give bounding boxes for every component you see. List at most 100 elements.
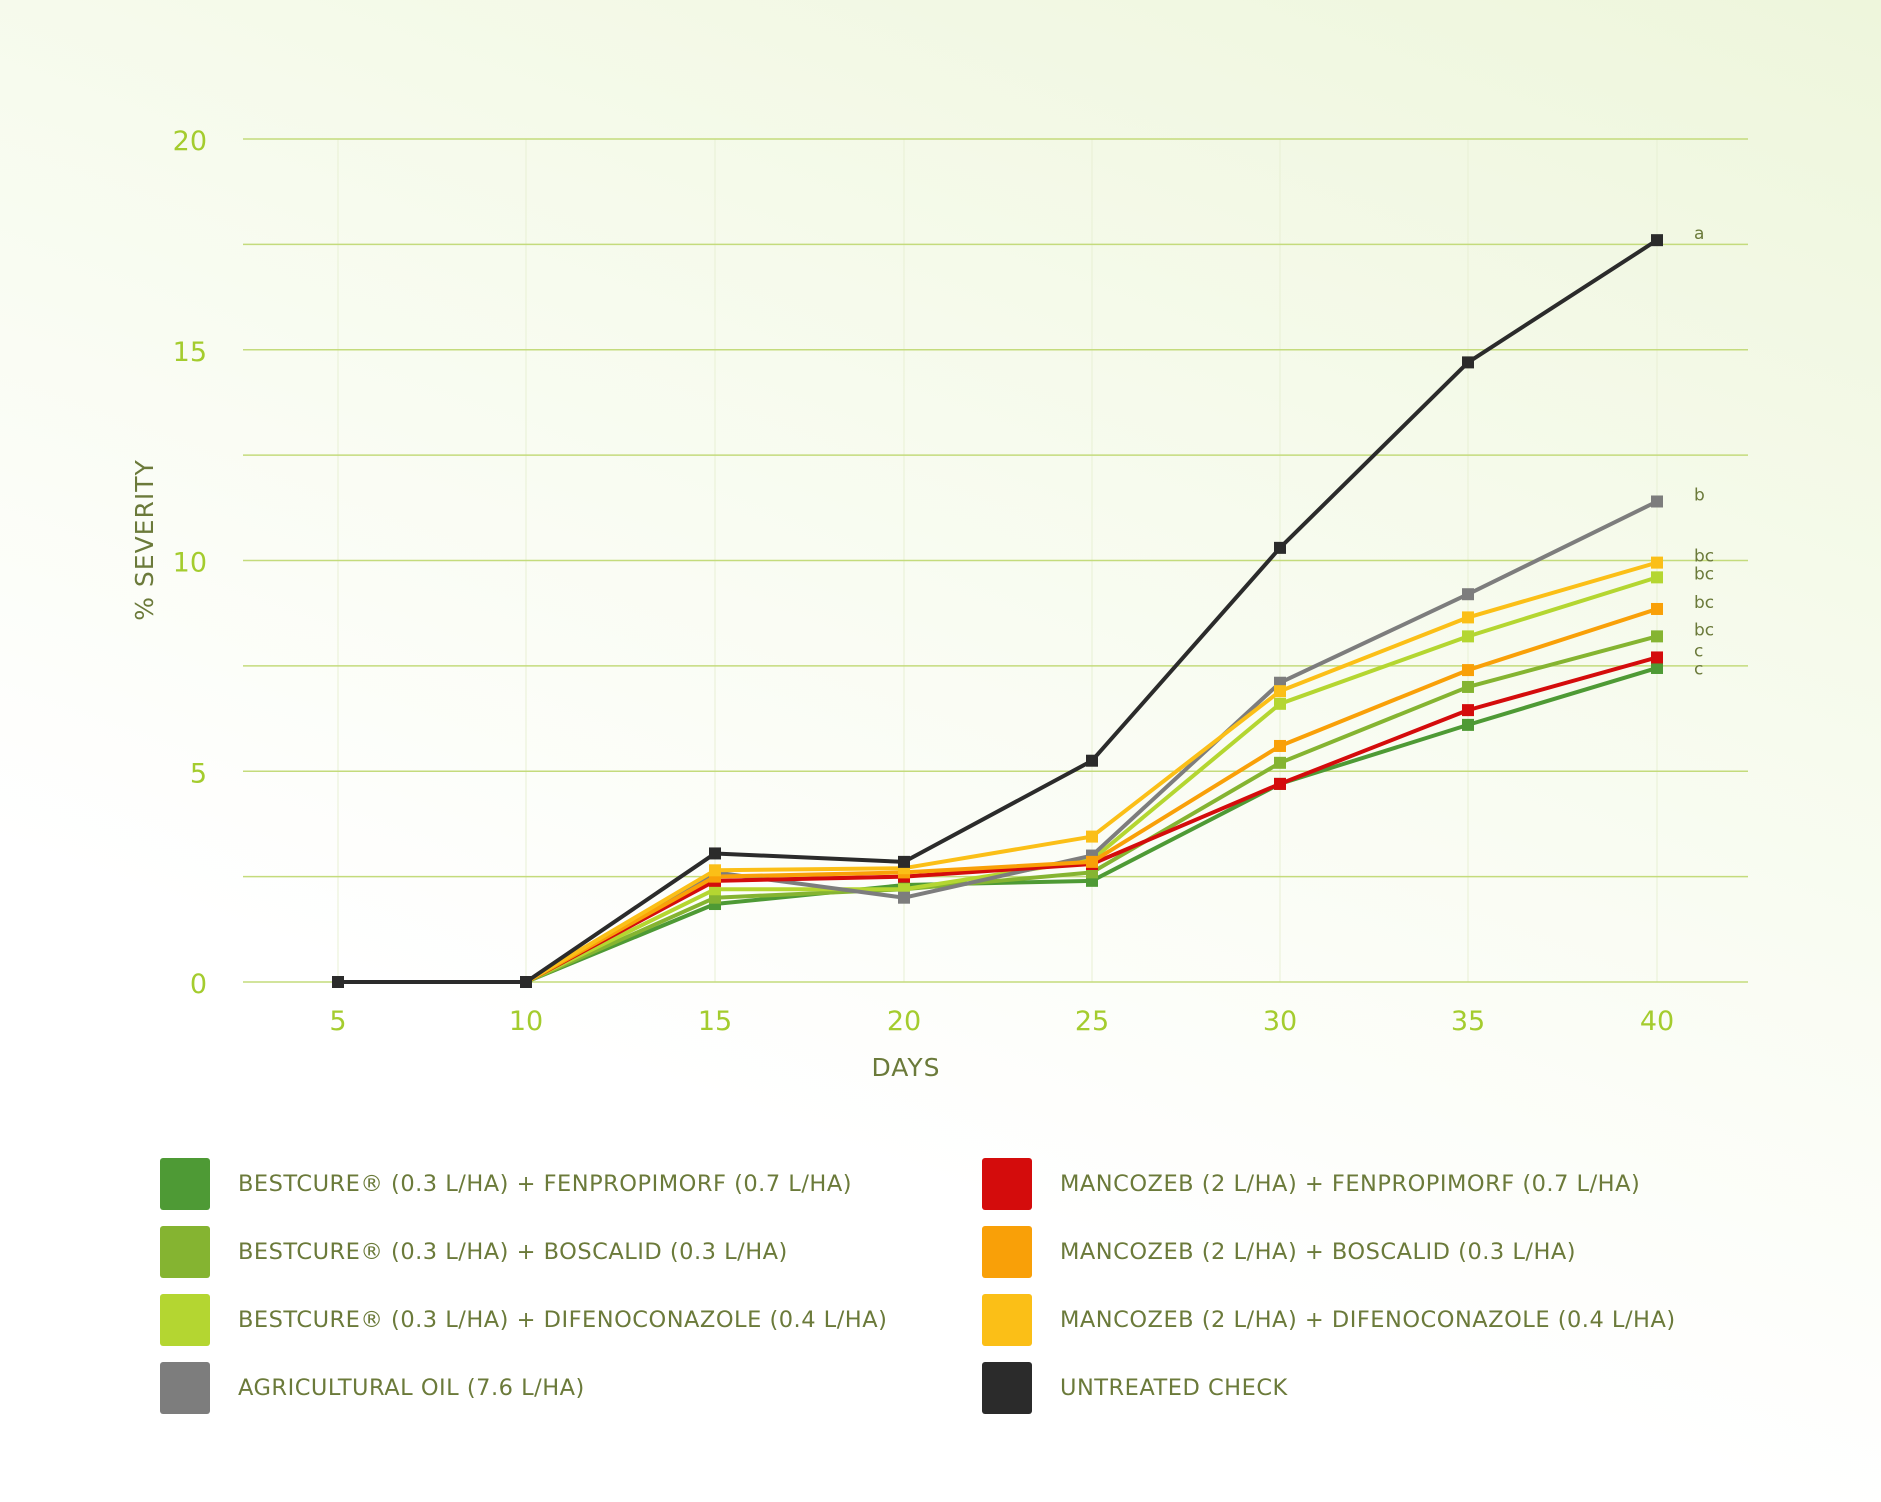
data-point-marker: [1651, 571, 1663, 584]
series-line: [338, 607, 1658, 984]
data-point-marker: [1274, 777, 1286, 790]
series-group: [332, 495, 1663, 988]
data-point-marker: [1462, 680, 1474, 693]
y-tick-label: 0: [190, 969, 207, 1000]
series-line: [338, 499, 1658, 984]
data-point-marker: [332, 976, 344, 988]
significance-label: a: [1694, 224, 1704, 244]
legend-swatch: [982, 1362, 1032, 1414]
series-group: [332, 630, 1663, 988]
significance-label: bc: [1694, 547, 1714, 567]
x-tick-label: 30: [1263, 1006, 1297, 1037]
data-point-marker: [1462, 704, 1474, 717]
legend-item: BESTCURE® (0.3 L/HA) + BOSCALID (0.3 L/H…: [160, 1226, 982, 1278]
series-line: [338, 560, 1658, 984]
data-point-marker: [520, 976, 532, 988]
data-point-marker: [1462, 611, 1474, 624]
x-tick-label: 15: [698, 1006, 732, 1037]
legend-item: UNTREATED CHECK: [982, 1362, 1782, 1414]
x-tick-label: 10: [509, 1006, 543, 1037]
x-tick-label: 35: [1451, 1006, 1485, 1037]
legend-swatch: [160, 1226, 210, 1278]
legend-label: BESTCURE® (0.3 L/HA) + DIFENOCONAZOLE (0…: [238, 1307, 888, 1333]
data-point-marker: [898, 891, 910, 904]
legend-item: MANCOZEB (2 L/HA) + DIFENOCONAZOLE (0.4 …: [982, 1294, 1782, 1346]
data-point-marker: [1274, 541, 1286, 554]
significance-label: bc: [1694, 593, 1714, 613]
legend-item: MANCOZEB (2 L/HA) + BOSCALID (0.3 L/HA): [982, 1226, 1782, 1278]
x-tick-label: 25: [1075, 1006, 1109, 1037]
legend-swatch: [982, 1226, 1032, 1278]
legend-swatch: [160, 1158, 210, 1210]
data-point-marker: [1462, 718, 1474, 731]
data-point-marker: [1274, 756, 1286, 769]
series-group: [332, 556, 1663, 988]
significance-label: c: [1694, 641, 1703, 661]
legend-label: MANCOZEB (2 L/HA) + DIFENOCONAZOLE (0.4 …: [1060, 1307, 1676, 1333]
legend: BESTCURE® (0.3 L/HA) + FENPROPIMORF (0.7…: [160, 1158, 1800, 1414]
legend-label: BESTCURE® (0.3 L/HA) + BOSCALID (0.3 L/H…: [238, 1239, 788, 1265]
data-point-marker: [898, 855, 910, 868]
legend-swatch: [982, 1294, 1032, 1346]
series-group: [332, 651, 1663, 988]
legend-swatch: [160, 1294, 210, 1346]
series-line: [338, 634, 1658, 984]
legend-label: UNTREATED CHECK: [1060, 1375, 1288, 1401]
x-tick-label: 40: [1640, 1006, 1674, 1037]
data-point-marker: [1651, 651, 1663, 664]
series-line: [338, 238, 1659, 984]
data-point-marker: [709, 847, 721, 860]
series-group: [332, 571, 1663, 988]
series-group: [332, 602, 1663, 988]
data-point-marker: [1651, 556, 1663, 569]
y-axis-label: % SEVERITY: [130, 459, 159, 621]
data-point-marker: [1086, 754, 1098, 767]
series-lines: [332, 234, 1663, 988]
significance-label: c: [1694, 659, 1703, 679]
data-point-marker: [1462, 664, 1474, 677]
data-point-marker: [1651, 630, 1663, 643]
legend-label: MANCOZEB (2 L/HA) + FENPROPIMORF (0.7 L/…: [1060, 1171, 1641, 1197]
legend-item: BESTCURE® (0.3 L/HA) + FENPROPIMORF (0.7…: [160, 1158, 982, 1210]
legend-label: AGRICULTURAL OIL (7.6 L/HA): [238, 1375, 585, 1401]
legend-item: AGRICULTURAL OIL (7.6 L/HA): [160, 1362, 982, 1414]
data-point-marker: [1651, 234, 1663, 247]
data-point-marker: [1651, 661, 1663, 674]
data-point-marker: [1462, 630, 1474, 643]
y-tick-label: 10: [173, 548, 207, 579]
data-point-marker: [1651, 602, 1663, 615]
significance-label: bc: [1694, 565, 1714, 585]
x-axis-label: DAYS: [871, 1053, 940, 1082]
y-tick-labels: 0 5 10 15 20: [173, 126, 207, 1000]
legend-label: MANCOZEB (2 L/HA) + BOSCALID (0.3 L/HA): [1060, 1239, 1577, 1265]
data-point-marker: [1462, 588, 1474, 601]
data-point-marker: [709, 864, 721, 877]
data-point-marker: [1462, 356, 1474, 369]
gridlines: [243, 138, 1748, 983]
legend-label: BESTCURE® (0.3 L/HA) + FENPROPIMORF (0.7…: [238, 1171, 852, 1197]
data-point-marker: [1274, 697, 1286, 710]
x-tick-label: 20: [887, 1006, 921, 1037]
data-point-marker: [1274, 739, 1286, 752]
data-point-marker: [1651, 495, 1663, 508]
series-line: [338, 655, 1658, 984]
data-point-marker: [1086, 855, 1098, 868]
y-tick-label: 5: [190, 758, 207, 789]
significance-label: b: [1694, 485, 1705, 505]
x-tick-labels: 5 10 15 20 25 30 35 40: [329, 1006, 1674, 1037]
significance-label: bc: [1694, 620, 1714, 640]
data-point-marker: [1274, 685, 1286, 698]
legend-swatch: [160, 1362, 210, 1414]
series-line: [338, 575, 1658, 984]
legend-item: MANCOZEB (2 L/HA) + FENPROPIMORF (0.7 L/…: [982, 1158, 1782, 1210]
x-tick-label: 5: [329, 1006, 346, 1037]
y-tick-label: 20: [173, 126, 207, 157]
y-tick-label: 15: [173, 337, 207, 368]
series-group: [332, 234, 1663, 988]
data-point-marker: [1086, 830, 1098, 843]
legend-item: BESTCURE® (0.3 L/HA) + DIFENOCONAZOLE (0…: [160, 1294, 982, 1346]
legend-swatch: [982, 1158, 1032, 1210]
